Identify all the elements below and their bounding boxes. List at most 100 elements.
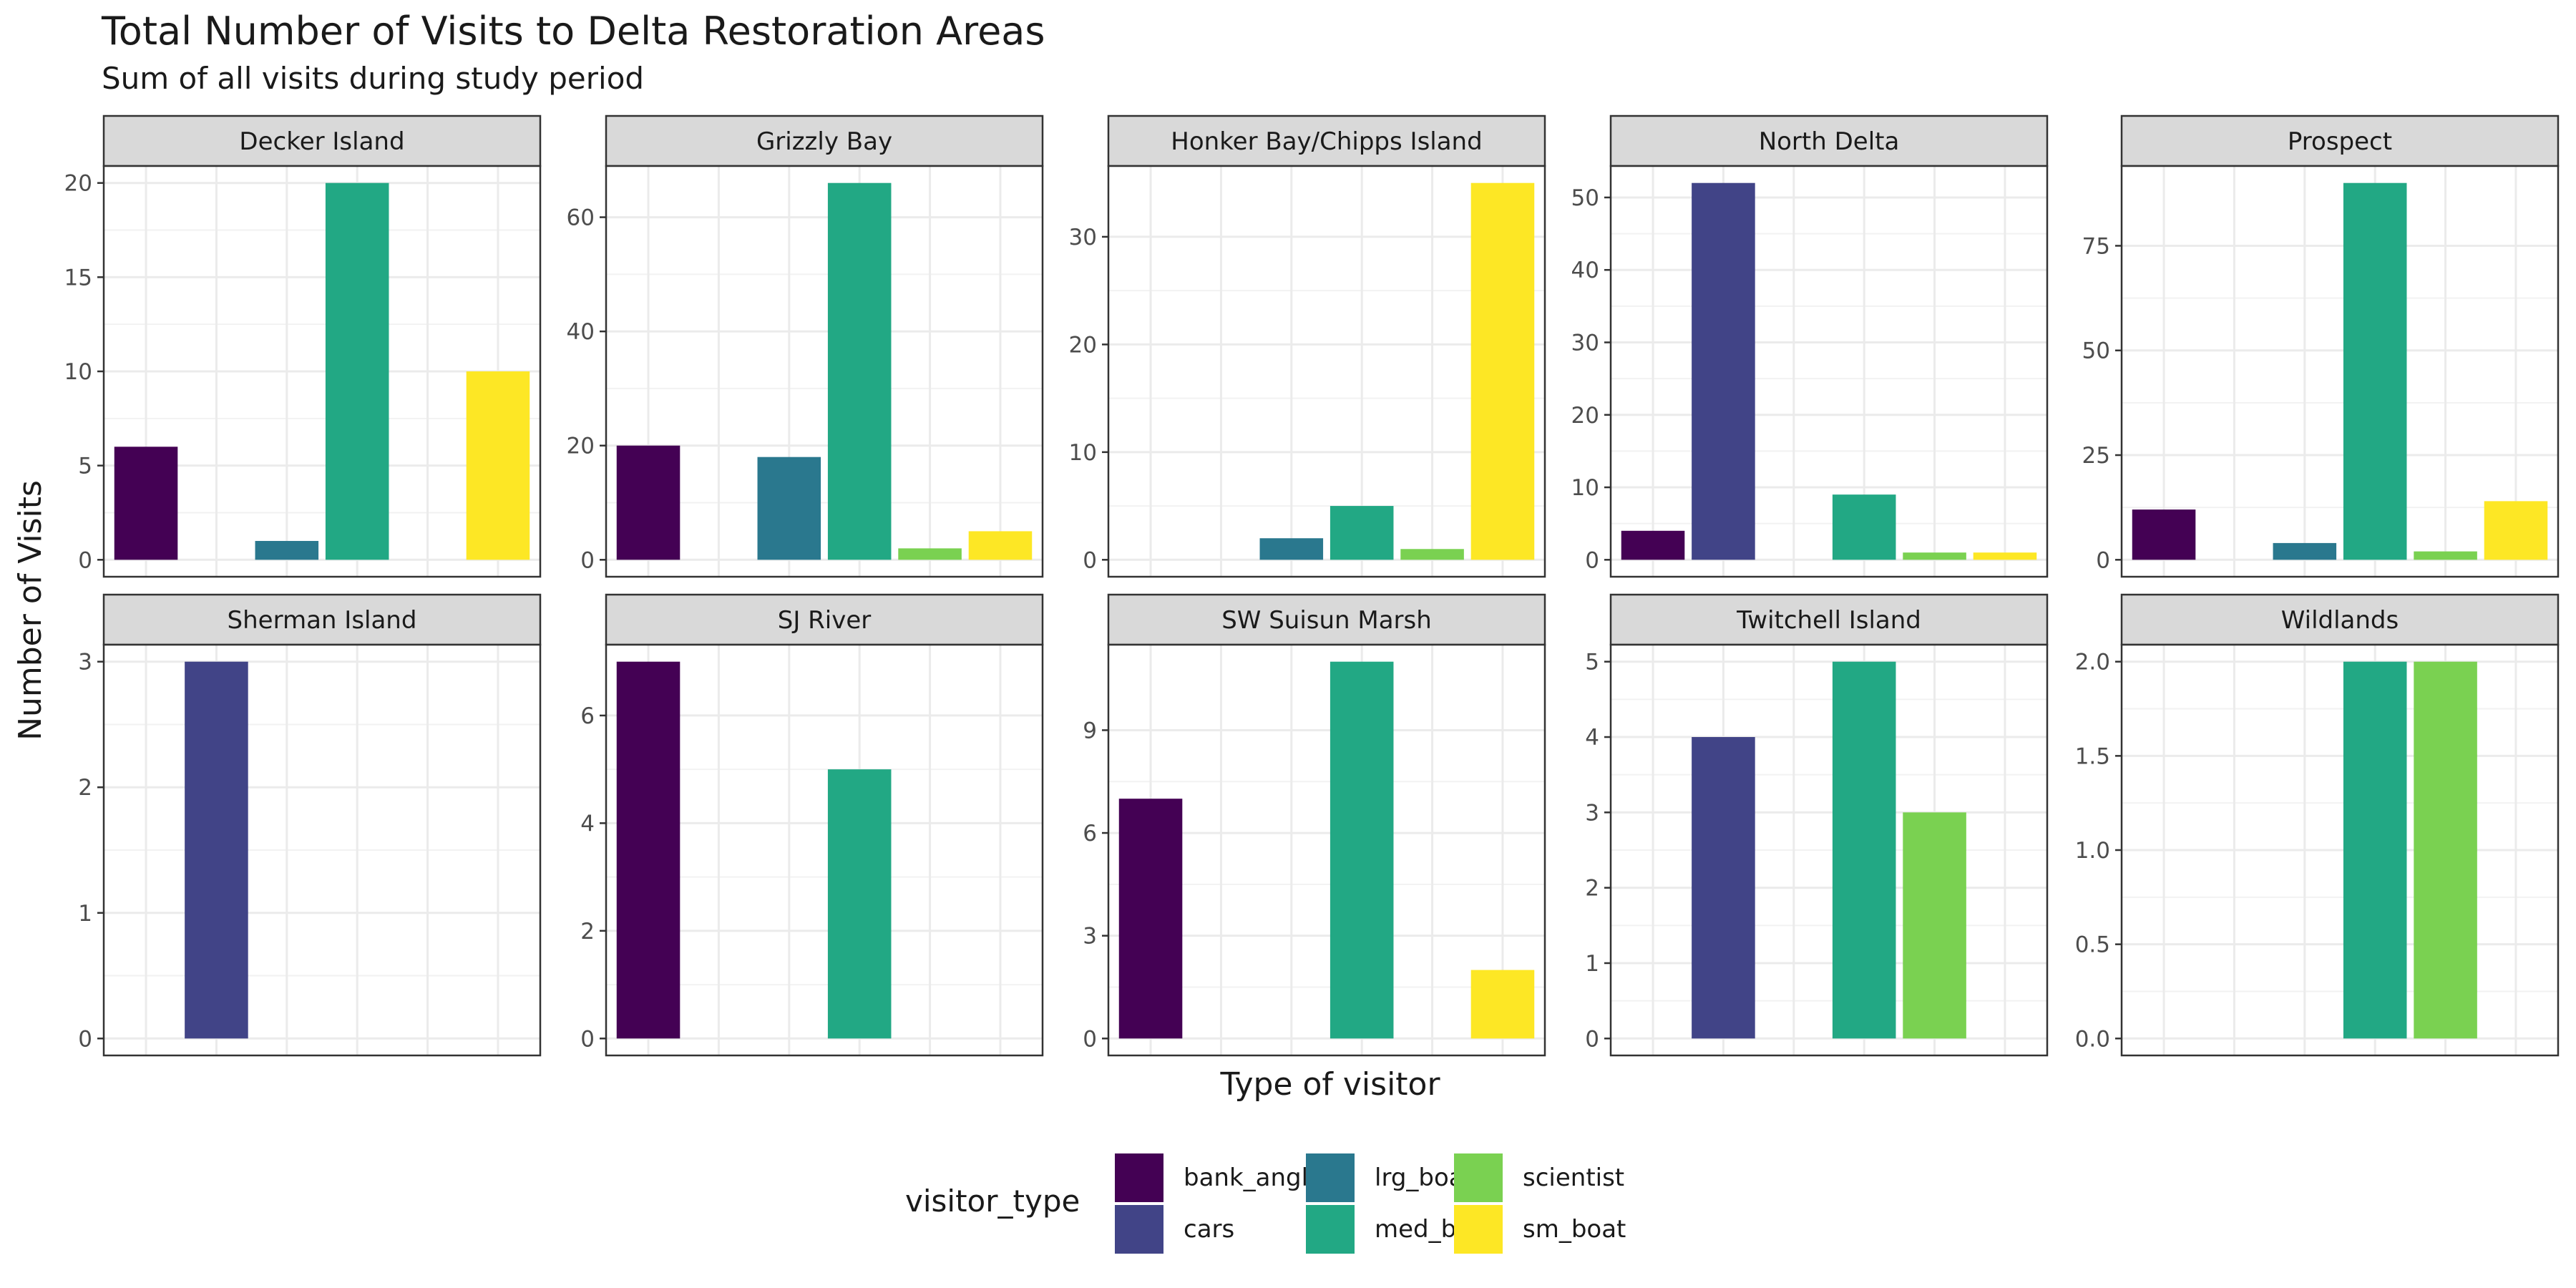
legend-swatch-sm_boat — [1454, 1205, 1503, 1254]
panel-border-grizzly-bay — [605, 165, 1044, 578]
y-tick-label: 0.5 — [2075, 932, 2110, 958]
legend-item-scientist: scientist — [1454, 1153, 1624, 1202]
y-tick-label: 10 — [1069, 440, 1097, 466]
y-tick-label: 20 — [1571, 403, 1599, 429]
panel-border-twitchell-island — [1609, 643, 2049, 1057]
bar-wildlands-med_boat — [2343, 661, 2407, 1039]
bar-prospect-lrg_boat — [2273, 542, 2337, 560]
y-tick-label: 1.0 — [2075, 838, 2110, 864]
bar-sw-suisun-marsh-med_boat — [1330, 661, 1394, 1039]
panel-border-sw-suisun-marsh — [1107, 643, 1546, 1057]
y-tick-label: 0 — [1585, 547, 1599, 573]
bar-sherman-island-cars — [185, 661, 248, 1039]
bar-sj-river-bank_angler — [616, 661, 680, 1039]
y-tick-label: 9 — [1083, 718, 1097, 743]
y-tick-label: 20 — [64, 171, 92, 197]
panel-border-prospect — [2120, 165, 2560, 578]
legend-item-bank_angler: bank_angler — [1115, 1153, 1333, 1202]
y-tick-label: 0 — [580, 547, 595, 573]
y-tick-label: 50 — [1571, 185, 1599, 211]
bar-honker-bay-chipps-island-scientist — [1400, 549, 1464, 560]
y-tick-label: 20 — [1069, 332, 1097, 358]
facet-label-sherman-island: Sherman Island — [228, 606, 417, 635]
y-tick-label: 0 — [1083, 547, 1097, 573]
y-tick-label: 3 — [1585, 800, 1599, 826]
y-tick-label: 0 — [580, 1026, 595, 1052]
y-tick-label: 3 — [1083, 924, 1097, 950]
legend-item-cars: cars — [1115, 1205, 1234, 1254]
legend-swatch-med_boat — [1306, 1205, 1355, 1254]
facet-label-honker-bay-chipps-island: Honker Bay/Chipps Island — [1171, 127, 1482, 156]
bar-honker-bay-chipps-island-med_boat — [1330, 506, 1394, 560]
y-tick-label: 2 — [580, 919, 595, 945]
y-tick-label: 10 — [64, 359, 92, 385]
y-tick-label: 2.0 — [2075, 650, 2110, 675]
bar-decker-island-bank_angler — [114, 447, 178, 560]
panel-border-sherman-island — [102, 643, 542, 1057]
facet-strip-north-delta — [1609, 114, 2049, 167]
facet-label-prospect: Prospect — [2288, 127, 2392, 156]
bar-north-delta-sm_boat — [1973, 552, 2037, 560]
bar-north-delta-bank_angler — [1621, 530, 1685, 560]
y-tick-label: 4 — [1585, 725, 1599, 751]
legend-label-cars: cars — [1184, 1215, 1235, 1244]
chart-subtitle: Sum of all visits during study period — [102, 61, 645, 96]
facet-label-sj-river: SJ River — [778, 606, 872, 635]
y-tick-label: 0 — [78, 1026, 92, 1052]
bar-grizzly-bay-lrg_boat — [757, 457, 821, 560]
facet-strip-prospect — [2120, 114, 2560, 167]
y-tick-label: 0 — [1585, 1026, 1599, 1052]
bar-sj-river-med_boat — [827, 769, 892, 1039]
facet-label-north-delta: North Delta — [1759, 127, 1900, 156]
y-tick-label: 2 — [78, 775, 92, 801]
y-tick-label: 4 — [580, 811, 595, 836]
bar-grizzly-bay-sm_boat — [968, 531, 1033, 560]
bar-prospect-med_boat — [2343, 182, 2407, 560]
legend-title: visitor_type — [905, 1184, 1080, 1219]
bar-north-delta-scientist — [1903, 552, 1966, 560]
y-tick-label: 75 — [2082, 233, 2110, 259]
y-tick-label: 3 — [78, 650, 92, 675]
panel-border-wildlands — [2120, 643, 2560, 1057]
bar-wildlands-scientist — [2414, 661, 2477, 1039]
y-tick-label: 15 — [64, 265, 92, 291]
y-tick-label: 5 — [1585, 650, 1599, 675]
y-tick-label: 30 — [1069, 225, 1097, 250]
bar-prospect-bank_angler — [2132, 509, 2196, 560]
y-tick-label: 0 — [2096, 547, 2110, 573]
bar-decker-island-sm_boat — [466, 371, 530, 560]
y-tick-label: 2 — [1585, 876, 1599, 902]
bar-prospect-scientist — [2414, 551, 2477, 560]
legend: visitor_type bank_angler cars lrg_boat med_… — [905, 1148, 1792, 1262]
bar-twitchell-island-scientist — [1903, 812, 1966, 1039]
y-tick-label: 6 — [1083, 821, 1097, 847]
facet-label-twitchell-island: Twitchell Island — [1736, 606, 1921, 635]
y-tick-label: 1 — [1585, 951, 1599, 977]
bar-grizzly-bay-scientist — [898, 548, 962, 560]
facet-label-decker-island: Decker Island — [239, 127, 404, 156]
y-tick-label: 40 — [567, 319, 595, 345]
y-tick-label: 0 — [78, 547, 92, 573]
y-tick-label: 5 — [78, 454, 92, 479]
y-axis-title: Number of Visits — [12, 480, 49, 741]
panel-border-north-delta — [1609, 165, 2049, 578]
bar-north-delta-cars — [1692, 182, 1755, 560]
bar-grizzly-bay-bank_angler — [616, 445, 680, 560]
legend-swatch-cars — [1115, 1205, 1163, 1254]
panel-bg-north-delta — [1611, 166, 2047, 577]
y-tick-label: 0.0 — [2075, 1026, 2110, 1052]
facet-label-wildlands: Wildlands — [2281, 606, 2399, 635]
legend-swatch-lrg_boat — [1306, 1153, 1355, 1202]
facet-strip-sherman-island — [102, 593, 542, 646]
panel-border-honker-bay-chipps-island — [1107, 165, 1546, 578]
legend-label-scientist: scientist — [1523, 1163, 1625, 1192]
y-tick-label: 6 — [580, 703, 595, 729]
legend-item-sm_boat: sm_boat — [1454, 1205, 1626, 1254]
y-tick-label: 40 — [1571, 258, 1599, 283]
y-tick-label: 30 — [1571, 330, 1599, 356]
y-tick-label: 0 — [1083, 1026, 1097, 1052]
panel-border-sj-river — [605, 643, 1044, 1057]
y-tick-label: 1.5 — [2075, 743, 2110, 769]
bar-sw-suisun-marsh-sm_boat — [1470, 970, 1535, 1039]
